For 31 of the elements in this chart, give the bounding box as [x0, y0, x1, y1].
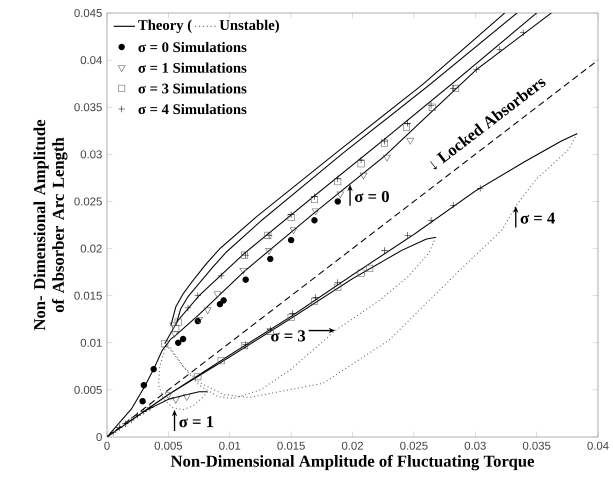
y-tick-label: 0.025	[74, 197, 102, 206]
x-tick-label: 0	[104, 442, 110, 450]
y-tick-label: 0.015	[74, 292, 102, 300]
y-tick-label: 0.01	[80, 338, 102, 347]
y-tick-label: 0.03	[80, 150, 102, 158]
y-tick-label: 0	[96, 432, 102, 442]
legend-label: σ = 4 Simulations	[138, 104, 246, 114]
x-tick-label: 0.01	[219, 442, 240, 450]
annotation: σ = 4	[520, 212, 555, 224]
y-axis-title: Non- Dimensional Amplitude of Absorber Arc Length	[34, 120, 68, 330]
annotation: σ = 1	[179, 416, 214, 428]
x-tick-label: 0.035	[522, 442, 550, 450]
x-tick-label: 0.015	[277, 442, 305, 450]
legend-label: Unstable)	[220, 20, 279, 33]
x-axis-title: Non-Dimensional Amplitude of Fluctuating Torque	[170, 454, 534, 470]
x-tick-label: 0.025	[400, 442, 428, 450]
x-tick-label: 0.03	[464, 442, 486, 450]
legend-label: Theory (	[138, 20, 192, 33]
x-tick-label: 0.04	[587, 442, 609, 450]
legend-label: σ = 0 Simulations	[138, 42, 246, 52]
y-tick-label: 0.04	[80, 56, 102, 64]
x-tick-label: 0.02	[342, 442, 363, 450]
x-tick-label: 0.005	[154, 442, 182, 450]
annotation: σ = 3	[271, 330, 306, 342]
y-tick-label: 0.045	[74, 9, 102, 18]
y-tick-label: 0.035	[74, 103, 102, 112]
y-tick-label: 0.02	[80, 244, 102, 253]
legend-label: σ = 3 Simulations	[138, 83, 246, 94]
legend-label: σ = 1 Simulations	[138, 62, 246, 73]
annotation: σ = 0	[354, 190, 389, 202]
y-tick-label: 0.005	[74, 386, 102, 394]
